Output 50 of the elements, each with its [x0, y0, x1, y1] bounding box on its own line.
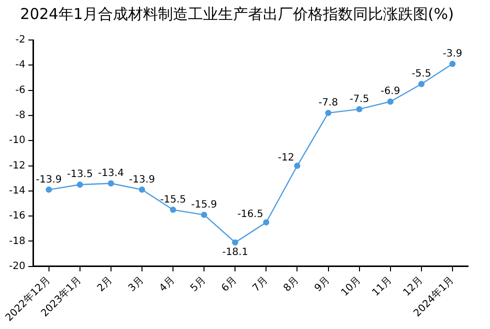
- point: [232, 239, 238, 246]
- y-tick-label: -8: [15, 110, 26, 122]
- point: [387, 98, 394, 105]
- point: [138, 186, 146, 193]
- chart-title: 2024年1月合成材料制造工业生产者出厂价格指数同比涨跌图(%): [20, 4, 454, 23]
- data-label: -15.5: [160, 194, 186, 206]
- y-tick-label: -2: [15, 34, 26, 46]
- data-label: -13.5: [66, 169, 93, 180]
- data-label: -13.9: [129, 174, 155, 186]
- x-tick-label: 7月: [250, 274, 270, 294]
- point: [46, 186, 52, 193]
- x-tick-label: 5月: [188, 274, 208, 294]
- data-label: -7.5: [350, 94, 370, 105]
- x-tick-label: 12月: [402, 274, 426, 299]
- data-label: -16.5: [237, 208, 264, 220]
- x-tick-label: 2月: [96, 274, 115, 294]
- point: [170, 206, 176, 213]
- y-tick-label: -14: [8, 186, 26, 197]
- y-tick-label: -20: [8, 260, 26, 272]
- x-tick-label: 3月: [126, 274, 146, 294]
- point: [294, 162, 300, 169]
- y-tick-label: -16: [8, 210, 26, 222]
- point: [108, 180, 114, 186]
- point: [356, 106, 362, 112]
- x-tick-label: 4月: [158, 274, 178, 294]
- data-label: -5.5: [412, 68, 432, 80]
- data-label: -7.8: [318, 98, 338, 109]
- point: [200, 212, 208, 218]
- point: [325, 110, 332, 116]
- x-tick-label: 10月: [339, 274, 364, 299]
- x-tick-label: 9月: [312, 274, 332, 294]
- y-tick-label: -12: [8, 160, 26, 172]
- point: [418, 80, 425, 88]
- data-label: -13.4: [98, 168, 124, 179]
- y-tick-label: -10: [8, 135, 26, 146]
- point: [449, 60, 456, 67]
- data-label: -13.9: [36, 174, 62, 186]
- data-label: -3.9: [442, 48, 462, 60]
- y-tick-label: -4: [15, 60, 26, 71]
- data-label: -6.9: [380, 86, 400, 98]
- data-label: -12: [278, 152, 294, 164]
- y-tick-label: -6: [15, 84, 26, 96]
- point: [263, 219, 270, 226]
- x-tick-label: 11月: [370, 274, 394, 299]
- point: [76, 182, 84, 188]
- data-label: -15.9: [191, 199, 218, 210]
- x-tick-label: 8月: [282, 274, 302, 294]
- data-label: -18.1: [222, 247, 248, 258]
- y-tick-label: -18: [8, 236, 26, 247]
- x-tick-label: 6月: [220, 274, 240, 294]
